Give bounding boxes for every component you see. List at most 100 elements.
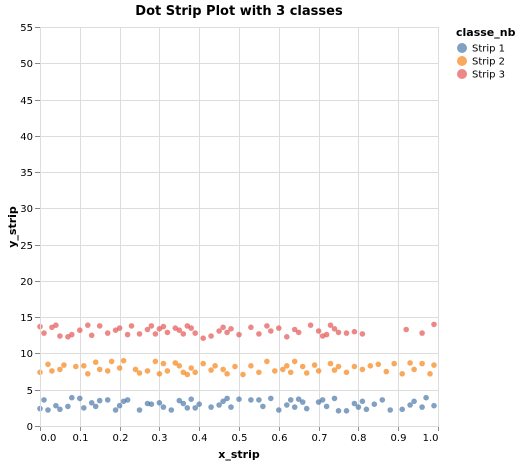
y-tick-label: 25 (20, 241, 33, 252)
data-point (359, 366, 366, 373)
data-point (85, 322, 91, 329)
data-point (192, 405, 198, 411)
data-point (176, 397, 183, 404)
y-tick-label: 10 (20, 349, 33, 360)
data-point (359, 398, 366, 405)
data-point (323, 403, 330, 410)
data-point (351, 328, 358, 335)
data-point (411, 398, 417, 405)
data-point (156, 400, 163, 406)
data-point (57, 366, 63, 373)
data-point (188, 365, 194, 371)
data-point (351, 400, 358, 407)
series-strip-3 (37, 321, 437, 342)
data-point (331, 326, 338, 332)
x-tick-label: 0.1 (73, 433, 89, 444)
x-tick-label: 0.2 (113, 433, 129, 444)
data-point (124, 397, 131, 403)
data-point (284, 363, 290, 369)
data-point (363, 406, 370, 413)
data-point (240, 371, 246, 378)
data-point (41, 330, 47, 336)
data-point (375, 361, 382, 368)
data-point (403, 326, 410, 333)
data-point (77, 327, 83, 334)
legend-label: Strip 3 (472, 70, 505, 81)
data-point (188, 325, 194, 331)
legend-label: Strip 1 (472, 44, 505, 55)
data-point (96, 323, 103, 329)
data-point (192, 369, 198, 376)
x-tick-label: 0.9 (391, 433, 407, 444)
y-tick-label: 30 (20, 204, 33, 215)
data-point (92, 403, 99, 410)
data-point (431, 402, 437, 409)
data-point (387, 407, 394, 413)
y-tick-label: 45 (20, 96, 33, 107)
data-point (367, 363, 374, 369)
data-point (180, 331, 187, 337)
data-point (73, 363, 79, 370)
data-point (232, 363, 238, 370)
data-point (287, 369, 294, 376)
y-tick-label: 20 (20, 277, 33, 288)
data-point (132, 366, 139, 373)
data-point (220, 366, 226, 373)
data-point (188, 396, 194, 403)
data-point (224, 329, 230, 336)
x-tick-label: 0.4 (192, 433, 208, 444)
data-point (335, 363, 342, 370)
data-point (228, 404, 234, 410)
data-point (371, 401, 378, 408)
data-point (256, 397, 262, 403)
data-point (224, 395, 230, 402)
x-tick-label: 0.8 (351, 433, 367, 444)
data-point (303, 405, 310, 412)
data-point (176, 327, 183, 334)
data-point (295, 396, 302, 403)
data-point (248, 397, 254, 403)
x-tick-label: 0.5 (232, 433, 248, 444)
data-point (260, 403, 266, 410)
x-tick-label: 0.6 (272, 433, 288, 444)
data-point (291, 358, 298, 365)
data-point (228, 326, 234, 332)
data-point (92, 359, 99, 366)
data-point (156, 371, 163, 377)
data-point (57, 333, 63, 339)
data-point (315, 368, 322, 374)
data-point (148, 401, 155, 408)
legend-label: Strip 2 (472, 57, 505, 68)
data-point (81, 363, 87, 369)
legend-title: classe_nb (456, 26, 516, 39)
data-point (427, 371, 433, 377)
data-point (295, 329, 302, 336)
data-point (69, 394, 75, 401)
data-point (343, 330, 350, 336)
data-point (268, 395, 274, 402)
x-tick-label: 1.0 (423, 433, 439, 444)
data-point (343, 369, 350, 376)
data-point (331, 395, 338, 402)
data-point (287, 397, 294, 403)
y-axis-title: y_strip (6, 206, 19, 248)
data-point (343, 408, 350, 414)
data-point (220, 398, 226, 405)
data-point (57, 406, 63, 413)
data-point (383, 368, 390, 375)
data-point (399, 371, 406, 377)
data-point (160, 323, 167, 330)
data-point (192, 330, 198, 336)
legend-symbol (457, 43, 467, 53)
data-point (379, 397, 386, 403)
data-point (236, 396, 242, 403)
data-point (419, 360, 425, 367)
data-point (116, 402, 123, 409)
data-point (120, 357, 127, 364)
data-point (284, 402, 290, 408)
x-tick-label: 0.7 (312, 433, 328, 444)
data-point (307, 322, 314, 329)
data-point (419, 404, 425, 410)
x-axis: 0.0 0.1 0.2 0.3 0.4 0.5 0.6 0.7 0.8 0.9 1.0 (40, 426, 439, 444)
y-tick-label: 5 (27, 386, 33, 397)
